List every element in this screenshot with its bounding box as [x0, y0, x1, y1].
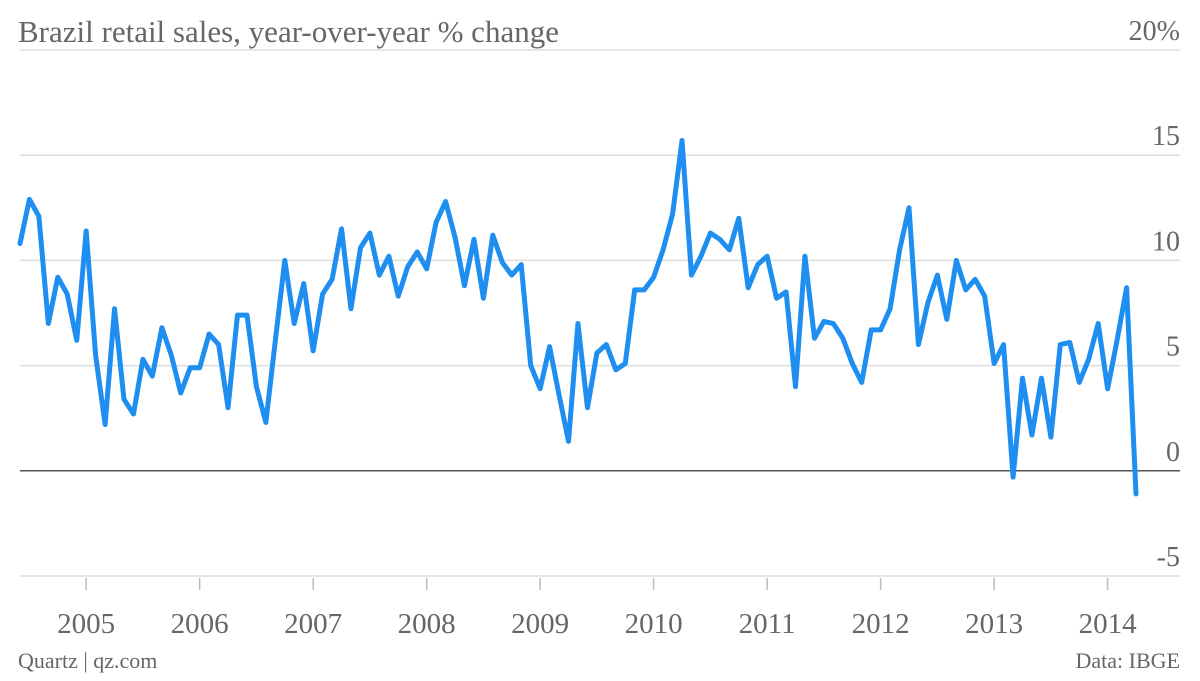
- x-tick-label: 2009: [511, 608, 569, 640]
- y-tick-label: 5: [1166, 332, 1180, 363]
- y-tick-label: 15: [1152, 121, 1180, 152]
- chart-title: Brazil retail sales, year-over-year % ch…: [18, 14, 559, 49]
- x-tick-label: 2011: [739, 608, 796, 640]
- source-left: Quartz | qz.com: [18, 648, 157, 673]
- x-tick-label: 2008: [398, 608, 456, 640]
- x-tick-label: 2005: [57, 608, 115, 640]
- y-tick-label: -5: [1157, 542, 1180, 573]
- x-tick-label: 2012: [852, 608, 910, 640]
- x-tick-label: 2014: [1079, 608, 1138, 640]
- x-tick-label: 2010: [625, 608, 683, 640]
- source-right: Data: IBGE: [1076, 648, 1180, 673]
- y-tick-label: 10: [1152, 226, 1180, 257]
- x-tick-label: 2006: [171, 608, 229, 640]
- x-tick-label: 2013: [965, 608, 1023, 640]
- series-line: [17, 137, 1139, 497]
- x-tick-label: 2007: [284, 608, 342, 640]
- y-tick-label: 20%: [1129, 16, 1180, 47]
- y-tick-label: 0: [1166, 437, 1180, 468]
